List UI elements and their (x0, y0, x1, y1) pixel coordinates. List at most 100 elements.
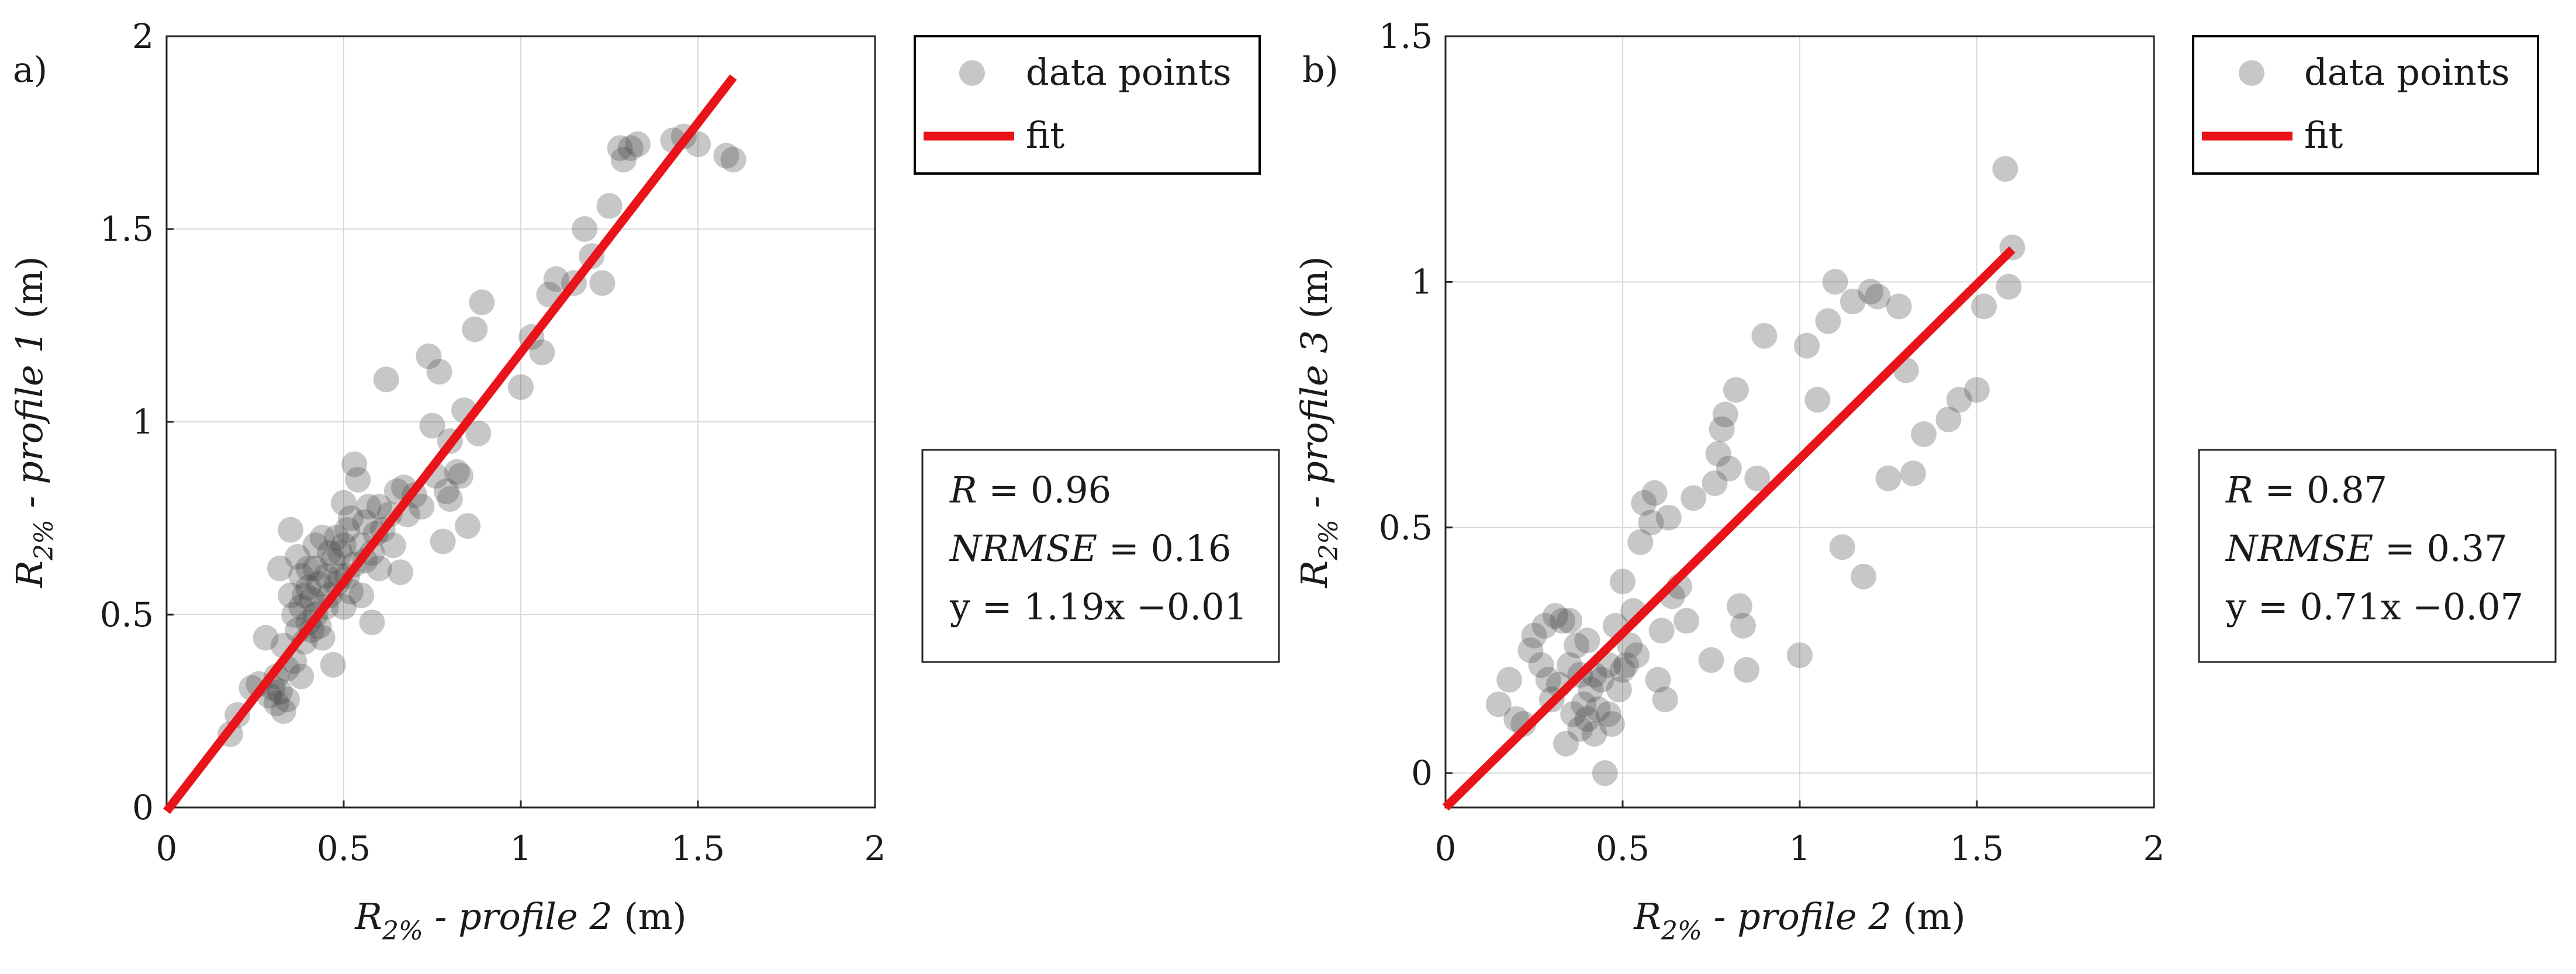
legend-marker-points-a (959, 60, 985, 86)
data-point-a (373, 366, 399, 393)
data-point-a (299, 586, 325, 612)
y-axis-label-a: R2% - profile 1 (m) (8, 256, 59, 588)
stats-frame-a (921, 449, 1280, 663)
data-point-a (263, 690, 289, 716)
data-point-a (253, 625, 279, 651)
data-point-b (1709, 416, 1735, 442)
data-point-b (1567, 716, 1593, 742)
scatter-points-b (1485, 156, 2025, 786)
data-point-b (1723, 377, 1749, 403)
data-point-b (1631, 490, 1657, 516)
data-point-b (1698, 647, 1724, 673)
legend-b: data points fit (2192, 35, 2539, 175)
x-label-base-a: R (354, 895, 382, 938)
x-label-sub-a: 2% (382, 916, 423, 946)
data-point-a (295, 574, 321, 601)
data-point-b (1528, 652, 1554, 678)
data-point-a (341, 451, 368, 477)
stat-nrmse-a: NRMSE = 0.16 (949, 527, 1232, 570)
data-point-b (1613, 652, 1640, 678)
data-point-b (1705, 441, 1731, 467)
legend-label-fit-b: fit (2304, 114, 2343, 157)
data-point-a (320, 547, 346, 574)
data-point-b (1726, 593, 1752, 619)
stat-r-label-b: R (2225, 469, 2253, 511)
data-point-a (313, 563, 339, 589)
y-tick-label-a: 2 (132, 16, 154, 56)
data-point-a (387, 559, 413, 585)
data-point-a (543, 266, 569, 292)
x-tick-label-a: 0.5 (317, 829, 371, 868)
x-label-unit-a: (m) (613, 895, 687, 938)
data-point-b (1858, 279, 1884, 305)
x-tick-label-b: 1 (1789, 829, 1811, 868)
data-point-a (596, 193, 623, 219)
x-label-profile-b: - profile 2 (1702, 895, 1892, 938)
data-point-a (288, 594, 314, 620)
legend-marker-points-b (2239, 60, 2264, 86)
data-point-a (320, 651, 346, 678)
data-point-a (288, 663, 314, 689)
legend-label-fit-a: fit (1026, 114, 1064, 157)
data-point-a (345, 467, 371, 493)
data-point-b (1542, 603, 1568, 629)
data-point-b (1971, 293, 1997, 320)
data-point-a (529, 339, 555, 366)
data-point-a (366, 494, 392, 520)
data-point-b (1648, 618, 1675, 644)
x-ticks-b: 0 0.5 1 1.5 2 (1435, 800, 2164, 868)
data-point-b (1553, 730, 1579, 757)
data-point-a (359, 609, 385, 636)
data-point-b (1521, 622, 1547, 649)
y-tick-label-b: 0.5 (1379, 508, 1433, 547)
data-point-a (295, 555, 321, 581)
x-tick-label-a: 1.5 (671, 829, 725, 868)
data-point-b (1655, 504, 1682, 531)
data-point-a (338, 505, 364, 531)
data-point-a (624, 131, 651, 157)
y-tick-label-a: 0.5 (100, 595, 154, 635)
y-tick-label-a: 0 (132, 788, 154, 827)
data-point-b (1804, 387, 1831, 413)
data-point-b (1574, 706, 1600, 732)
data-point-b (1645, 667, 1671, 693)
data-point-a (278, 583, 304, 608)
x-tick-label-b: 0 (1435, 829, 1457, 868)
data-point-a (327, 540, 353, 566)
x-tick-label-b: 0.5 (1596, 829, 1650, 868)
data-point-b (1574, 628, 1600, 654)
data-point-b (1712, 401, 1738, 428)
data-point-b (1829, 534, 1855, 560)
stat-nrmse-label-a: NRMSE (949, 527, 1097, 570)
x-label-profile-a: - profile 2 (423, 895, 613, 938)
y-label-unit-b: (m) (1293, 256, 1336, 330)
y-label-profile-b: - profile 3 (1293, 330, 1336, 519)
data-point-b (1673, 608, 1700, 634)
data-point-b (1485, 691, 1512, 717)
data-point-a (433, 478, 459, 504)
stat-r-a: R = 0.96 (949, 469, 1111, 511)
data-point-b (1865, 283, 1891, 310)
data-point-a (447, 463, 473, 489)
x-axis-label-a: R2% - profile 2 (m) (354, 895, 686, 946)
data-point-a (426, 359, 452, 385)
data-point-b (1557, 608, 1583, 634)
data-point-a (331, 532, 357, 559)
data-point-a (309, 625, 336, 651)
data-point-b (1716, 455, 1742, 481)
data-point-b (1549, 608, 1575, 634)
y-tick-label-b: 1 (1411, 262, 1433, 301)
stat-r-value-b: = 0.87 (2253, 469, 2387, 511)
data-point-a (416, 343, 442, 369)
data-point-a (352, 509, 378, 535)
data-point-a (455, 513, 481, 539)
data-point-a (589, 270, 616, 296)
legend-a: data points fit (914, 35, 1261, 175)
data-point-a (465, 420, 492, 446)
data-point-a (334, 517, 361, 543)
y-label-sub-b: 2% (1314, 519, 1344, 561)
data-point-b (1935, 406, 1962, 432)
x-tick-label-a: 0 (156, 829, 178, 868)
